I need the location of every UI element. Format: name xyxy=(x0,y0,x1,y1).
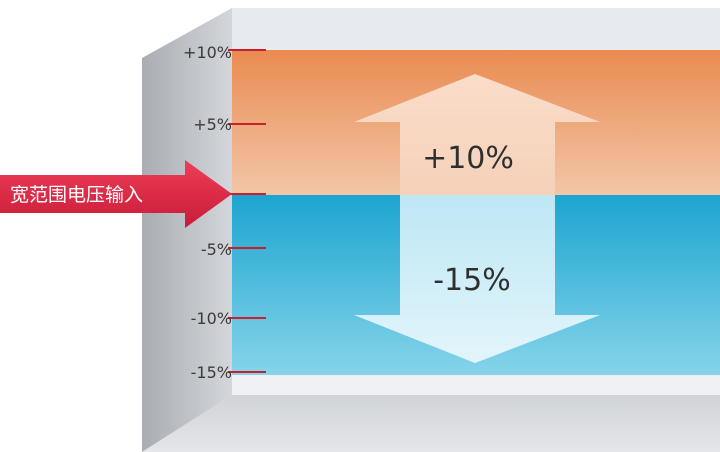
tick-label-plus10: +10% xyxy=(183,43,232,62)
input-arrow xyxy=(0,160,232,228)
box-floor-rim xyxy=(232,375,720,395)
down-arrow-label: -15% xyxy=(433,263,511,298)
down-arrow xyxy=(354,195,600,363)
tick-label-minus10: -10% xyxy=(191,309,232,328)
box-left-wall xyxy=(142,8,232,452)
input-arrow-label: 宽范围电压输入 xyxy=(10,184,143,206)
up-arrow xyxy=(354,74,600,195)
tick-label-plus5: +5% xyxy=(193,115,232,134)
tick-group: +10% +5% -5% -10% -15% xyxy=(183,43,266,382)
up-arrow-label: +10% xyxy=(422,141,514,176)
tick-label-minus5: -5% xyxy=(201,240,232,259)
tick-label-minus15: -15% xyxy=(191,363,232,382)
box-back-wall xyxy=(232,8,720,50)
